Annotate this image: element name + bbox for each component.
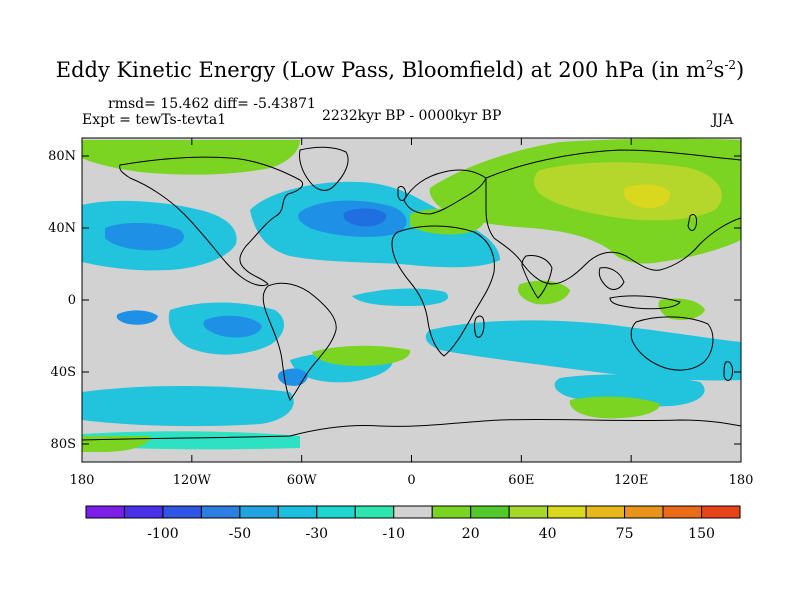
colorbar-label: 150 xyxy=(688,526,715,542)
colorbar-swatch xyxy=(393,505,433,519)
lon-tick-label: 60E xyxy=(508,473,534,488)
colorbar-swatch xyxy=(508,505,549,519)
antarctica-coast xyxy=(82,418,741,441)
colorbar-swatch xyxy=(431,505,472,519)
colorbar-swatch xyxy=(470,505,510,519)
lat-tick-label: 80N xyxy=(48,149,76,164)
mediterranean-positive-region xyxy=(410,208,484,235)
colorbar-swatch xyxy=(123,505,164,519)
asia-peak-region xyxy=(623,184,671,209)
colorbar-swatch xyxy=(662,505,703,519)
lon-tick-label: 120E xyxy=(614,473,648,488)
lon-tick-label: 60W xyxy=(287,473,318,488)
tropical-atlantic-strip xyxy=(352,288,449,306)
india-coast xyxy=(521,255,553,299)
colorbar-swatch xyxy=(624,505,664,519)
title-text: Eddy Kinetic Energy (Low Pass, Bloomfiel… xyxy=(55,58,706,82)
lon-tick-label: 0 xyxy=(407,473,415,488)
lat-tick-label: 80S xyxy=(51,437,76,452)
title-sup-minus2: -2 xyxy=(724,58,737,72)
colorbar: -100 -50 -30 -10 20 40 75 150 xyxy=(85,505,741,542)
west-pacific-patch xyxy=(116,310,158,325)
madagascar-coast xyxy=(474,315,485,338)
east-pacific-core xyxy=(203,315,262,338)
colorbar-swatch xyxy=(701,505,741,519)
colorbar-label: -10 xyxy=(382,526,405,542)
colorbar-label: -100 xyxy=(147,526,178,542)
colorbar-label: 40 xyxy=(539,526,557,542)
colorbar-swatch xyxy=(354,505,395,519)
south-america-coast xyxy=(262,282,337,401)
period-label: 2232kyr BP - 0000kyr BP xyxy=(322,108,502,124)
stats-label: rmsd= 15.462 diff= -5.43871 xyxy=(108,96,316,112)
title-close: ) xyxy=(736,58,745,82)
colorbar-swatch xyxy=(316,505,356,519)
uk-coast xyxy=(397,185,407,201)
colorbar-swatch xyxy=(162,505,202,519)
north-atlantic-center xyxy=(343,208,387,227)
colorbar-swatch xyxy=(239,505,279,519)
colorbar-swatch xyxy=(85,505,125,519)
north-pacific-core xyxy=(105,222,184,251)
north-america-coast xyxy=(119,156,304,287)
lon-tick-label: 180 xyxy=(729,473,754,488)
colorbar-swatch xyxy=(277,505,318,519)
colorbar-swatch xyxy=(200,505,241,519)
colorbar-label: -30 xyxy=(306,526,329,542)
asia-coast xyxy=(485,149,741,285)
greenland-coast xyxy=(299,146,349,191)
colorbar-label: -50 xyxy=(229,526,252,542)
coastlines xyxy=(82,146,741,441)
south-atlantic-positive-region xyxy=(312,345,411,366)
axis-ticks xyxy=(81,138,742,462)
map-area xyxy=(82,138,741,462)
lon-tick-label: 180 xyxy=(70,473,95,488)
indian-ocean-band xyxy=(425,320,741,381)
title-sup-2: 2 xyxy=(705,58,714,72)
south-indian-positive-region xyxy=(569,396,660,419)
axis-tick-labels: 80N 40N 0 40S 80S 180 120W 60W 0 60E 120E 180 xyxy=(48,149,753,488)
japan-coast xyxy=(687,213,697,231)
africa-coast xyxy=(391,225,495,357)
australia-positive-region xyxy=(658,298,705,320)
lon-tick-label: 120W xyxy=(173,473,212,488)
southeast-asia-coast xyxy=(598,267,625,290)
colorbar-label: 75 xyxy=(616,526,634,542)
colorbar-swatch xyxy=(585,505,626,519)
colorbar-label: 20 xyxy=(462,526,480,542)
experiment-label: Expt = tewTs-tevta1 xyxy=(82,112,227,128)
colorbar-swatch xyxy=(547,505,587,519)
lat-tick-label: 0 xyxy=(68,293,76,308)
indonesia-coast xyxy=(609,295,681,310)
season-label: JJA xyxy=(712,112,734,128)
southern-pacific-band xyxy=(82,386,294,427)
europe-coast xyxy=(403,169,487,215)
title-unit-s: s xyxy=(713,58,725,82)
lat-tick-label: 40S xyxy=(51,365,76,380)
australia-coast xyxy=(630,316,714,371)
chart-title: Eddy Kinetic Energy (Low Pass, Bloomfiel… xyxy=(0,58,800,82)
lat-tick-label: 40N xyxy=(48,221,76,236)
new-zealand-coast xyxy=(723,361,733,381)
